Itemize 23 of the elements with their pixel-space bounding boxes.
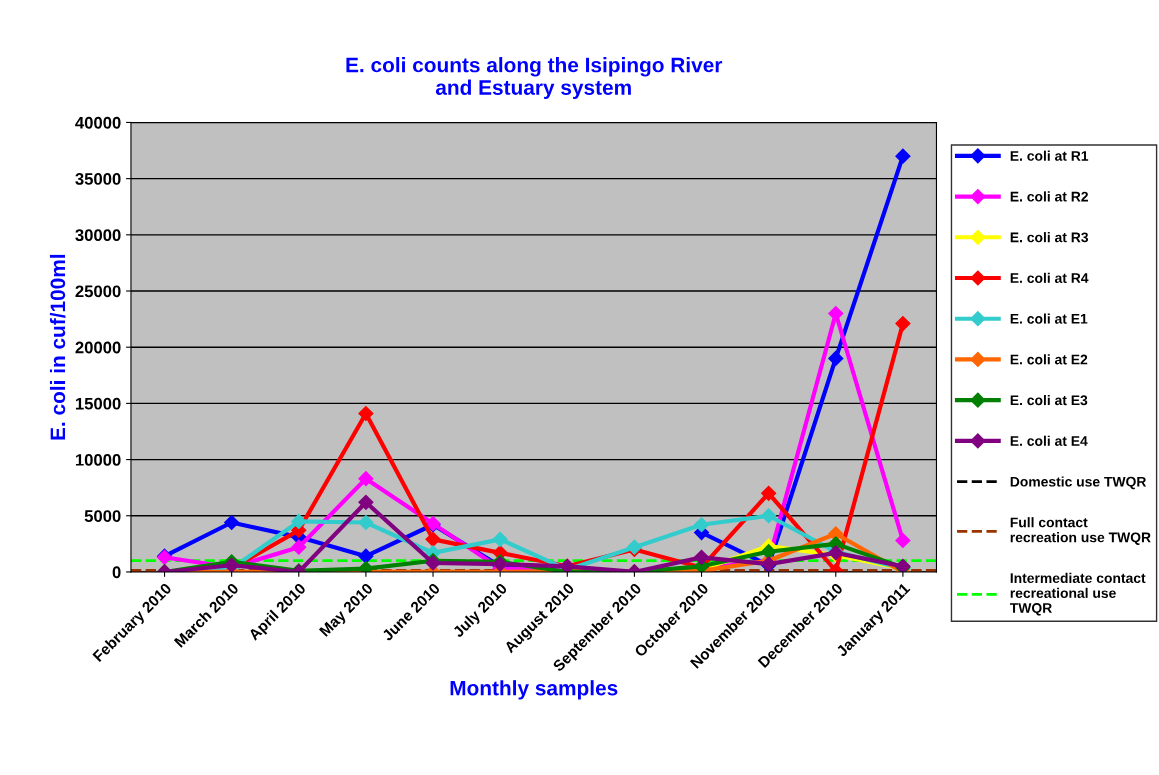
legend-label: E. coli at E4	[1010, 435, 1088, 446]
legend-label: E. coli at R3	[1010, 232, 1089, 243]
legend-label: E. coli at E1	[1010, 313, 1088, 324]
legend-label: Intermediate contact recreational use TWQR	[1009, 572, 1146, 616]
y-tick-label: 15000	[75, 397, 121, 410]
x-axis-title: Monthly samples	[450, 680, 618, 700]
y-tick-label: 5000	[84, 510, 121, 522]
chart-title: E. coli counts along the Isipingo River and Estuary system	[346, 57, 723, 99]
legend-label: Full contact recreation use TWQR	[1010, 517, 1151, 545]
legend-label: E. coli at R1	[1010, 150, 1089, 161]
y-tick-label: 20000	[75, 341, 121, 354]
y-tick-label: 30000	[75, 229, 121, 242]
legend-label: E. coli at E3	[1010, 394, 1088, 406]
y-tick-label: 10000	[75, 453, 121, 466]
y-tick-label: 0	[112, 566, 121, 579]
y-tick-label: 35000	[75, 173, 121, 185]
y-tick-label: 40000	[75, 116, 121, 129]
legend-label: Domestic use TWQR	[1010, 476, 1147, 490]
legend-label: E. coli at E2	[1010, 354, 1088, 365]
legend-label: E. coli at R2	[1010, 191, 1088, 202]
y-axis-title: E. coli in cuf/100ml	[49, 254, 66, 440]
y-tick-label: 25000	[75, 285, 121, 298]
legend-label: E. coli at R4	[1010, 272, 1089, 283]
